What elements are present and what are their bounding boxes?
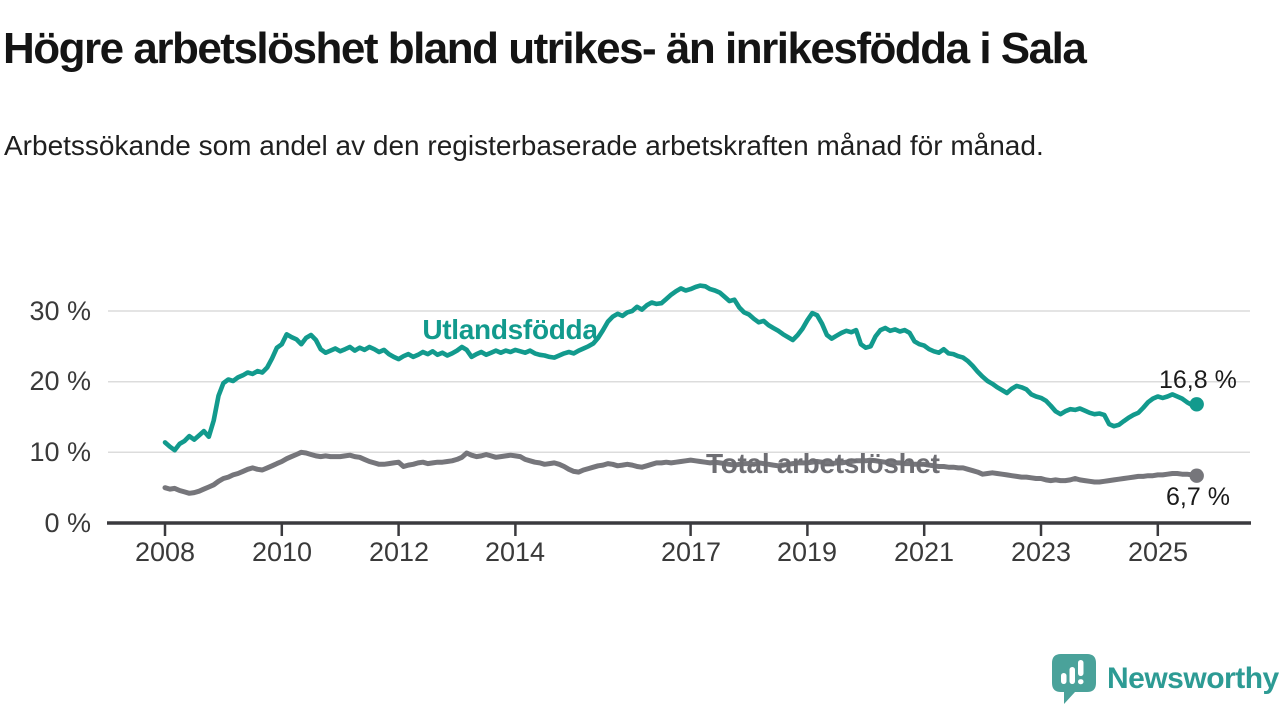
x-tick-label-2012: 2012 <box>368 537 430 567</box>
series-end-dot-utlandsfodda <box>1189 397 1204 412</box>
x-tick-label-2010: 2010 <box>251 537 313 567</box>
series-label-total-arbetsloshet: Total arbetslöshet <box>706 448 940 479</box>
series-line-total <box>162 449 1200 496</box>
x-tick-label-2017: 2017 <box>660 537 722 567</box>
x-tick-label-2014: 2014 <box>484 537 546 567</box>
x-tick-label-2008: 2008 <box>134 537 196 567</box>
x-tick-label-2023: 2023 <box>1010 537 1072 567</box>
series-end-dot-total <box>1189 468 1204 483</box>
y-tick-label-10: 10 % <box>29 437 91 467</box>
page-subtitle: Arbetssökande som andel av den registerb… <box>4 130 1044 161</box>
x-tick-label-2019: 2019 <box>776 537 838 567</box>
newsworthy-logo-text: Newsworthy <box>1107 662 1279 695</box>
x-axis-ticks <box>163 523 1160 536</box>
newsworthy-chart-bubble-icon <box>1052 654 1096 704</box>
y-tick-label-30: 30 % <box>29 296 91 326</box>
page-title: Högre arbetslöshet bland utrikes- än inr… <box>3 24 1087 73</box>
x-tick-label-2021: 2021 <box>893 537 955 567</box>
x-tick-label-2025: 2025 <box>1127 537 1189 567</box>
end-value-label-total: 6,7 % <box>1166 483 1230 511</box>
series-label-utlandsfodda: Utlandsfödda <box>422 314 598 345</box>
end-value-label-utlandsfodda: 16,8 % <box>1159 366 1237 394</box>
y-tick-label-20: 20 % <box>29 366 91 396</box>
series-line-utlandsfodda <box>162 283 1199 453</box>
newsworthy-logo: Newsworthy <box>1050 650 1280 708</box>
y-tick-label-0: 0 % <box>44 508 91 538</box>
